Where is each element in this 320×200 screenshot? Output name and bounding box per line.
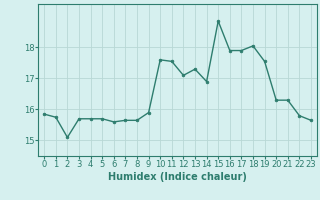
X-axis label: Humidex (Indice chaleur): Humidex (Indice chaleur): [108, 172, 247, 182]
